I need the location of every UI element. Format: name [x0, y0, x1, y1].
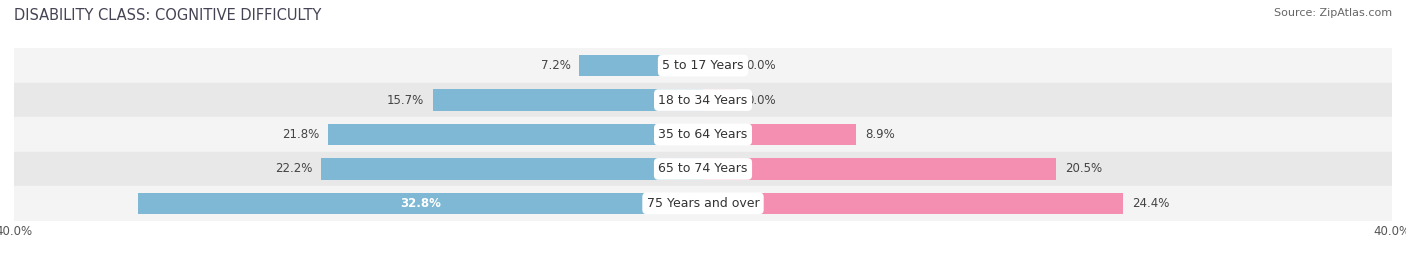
Bar: [14, 186, 1392, 221]
Text: 35 to 64 Years: 35 to 64 Years: [658, 128, 748, 141]
Text: 0.0%: 0.0%: [747, 59, 776, 72]
Bar: [433, 89, 703, 111]
Text: 65 to 74 Years: 65 to 74 Years: [658, 162, 748, 175]
Text: 8.9%: 8.9%: [865, 128, 894, 141]
Text: DISABILITY CLASS: COGNITIVE DIFFICULTY: DISABILITY CLASS: COGNITIVE DIFFICULTY: [14, 8, 322, 23]
Text: 22.2%: 22.2%: [274, 162, 312, 175]
Text: 5 to 17 Years: 5 to 17 Years: [662, 59, 744, 72]
Bar: [14, 152, 1392, 186]
Text: 24.4%: 24.4%: [1132, 197, 1170, 210]
Text: 0.0%: 0.0%: [747, 94, 776, 107]
Bar: [14, 117, 1392, 152]
Bar: [579, 55, 703, 76]
Bar: [703, 193, 1123, 214]
Bar: [703, 89, 738, 111]
Bar: [14, 83, 1392, 117]
Bar: [328, 124, 703, 145]
Text: 15.7%: 15.7%: [387, 94, 425, 107]
Bar: [703, 158, 1056, 180]
Text: 20.5%: 20.5%: [1064, 162, 1102, 175]
Text: 21.8%: 21.8%: [281, 128, 319, 141]
Text: Source: ZipAtlas.com: Source: ZipAtlas.com: [1274, 8, 1392, 18]
Text: 32.8%: 32.8%: [401, 197, 441, 210]
Bar: [14, 48, 1392, 83]
Text: 7.2%: 7.2%: [540, 59, 571, 72]
Bar: [703, 55, 738, 76]
Bar: [703, 124, 856, 145]
Bar: [321, 158, 703, 180]
Bar: [138, 193, 703, 214]
Text: 75 Years and over: 75 Years and over: [647, 197, 759, 210]
Text: 18 to 34 Years: 18 to 34 Years: [658, 94, 748, 107]
